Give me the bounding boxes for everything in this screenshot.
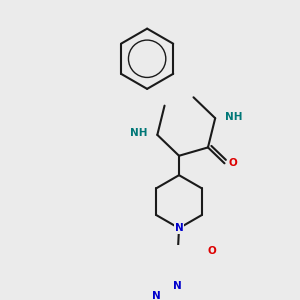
Text: O: O	[228, 158, 237, 168]
Text: N: N	[173, 281, 182, 291]
Text: O: O	[208, 246, 216, 256]
Text: NH: NH	[130, 128, 147, 139]
Text: NH: NH	[225, 112, 243, 122]
Text: N: N	[152, 291, 161, 300]
Text: N: N	[175, 223, 183, 233]
